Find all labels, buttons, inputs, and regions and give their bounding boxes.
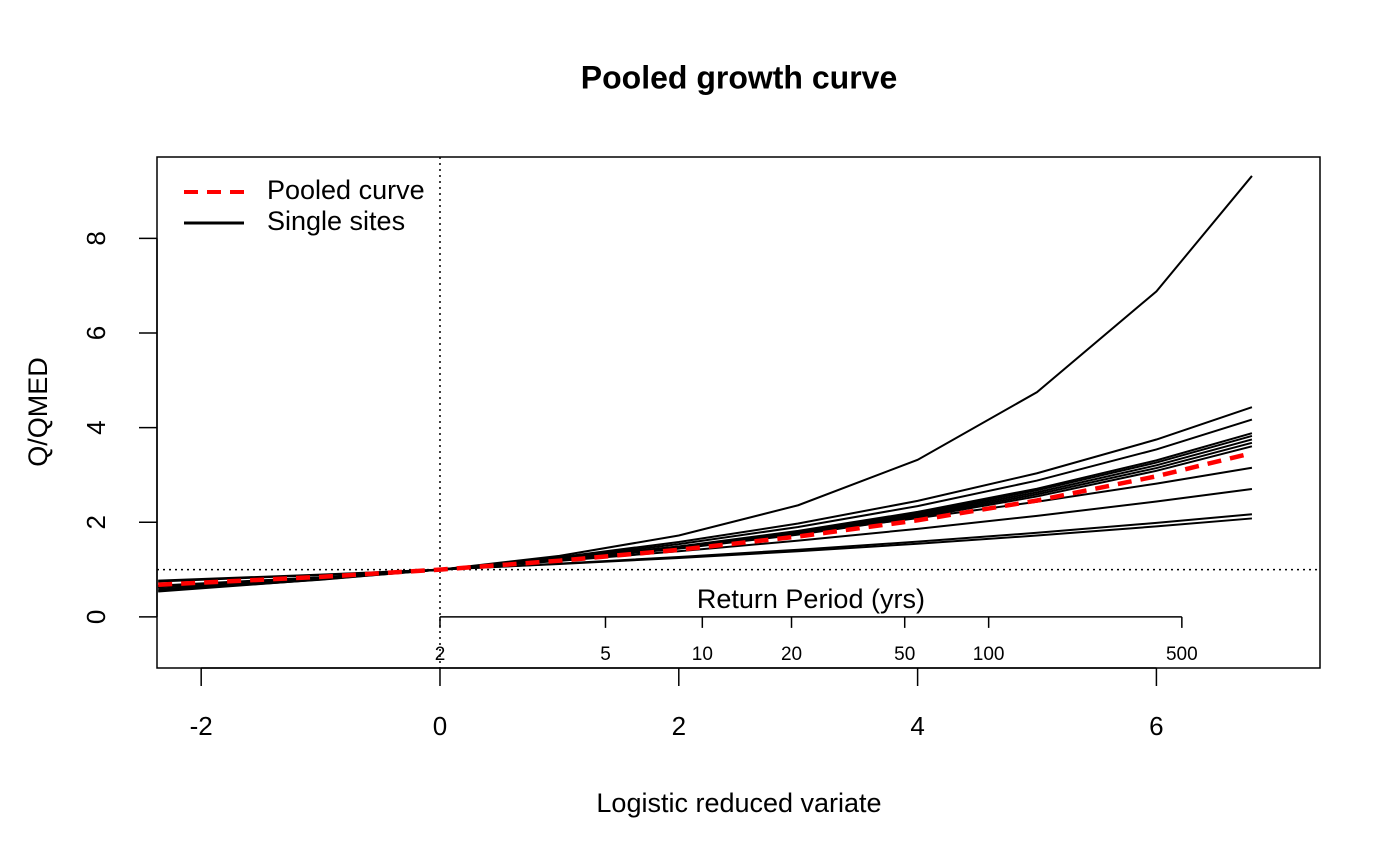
legend-label: Single sites <box>267 206 405 236</box>
y-tick-label: 4 <box>81 420 111 434</box>
return-period-tick-label: 2 <box>435 644 446 665</box>
site-line <box>158 466 1253 593</box>
pooled-line <box>158 450 1253 587</box>
x-tick-label: 2 <box>672 711 686 741</box>
site-line <box>158 513 1253 583</box>
x-tick-label: 0 <box>433 711 447 741</box>
site-line <box>158 517 1253 582</box>
chart-title: Pooled growth curve <box>581 59 897 95</box>
x-tick-label: 6 <box>1149 711 1163 741</box>
site-line <box>158 418 1253 591</box>
x-axis-label: Logistic reduced variate <box>596 788 881 818</box>
plot-area <box>157 157 1320 668</box>
site-line <box>158 441 1253 588</box>
return-period-label: Return Period (yrs) <box>697 584 925 614</box>
x-tick-label: -2 <box>190 711 213 741</box>
y-tick-label: 6 <box>81 326 111 340</box>
site-line <box>158 406 1253 592</box>
return-period-tick-label: 100 <box>973 644 1005 665</box>
y-tick-label: 0 <box>81 610 111 624</box>
site-line <box>158 175 1253 588</box>
return-period-tick-label: 5 <box>600 644 611 665</box>
site-line <box>158 438 1253 588</box>
legend-label: Pooled curve <box>267 175 425 205</box>
return-period-tick-label: 10 <box>692 644 713 665</box>
return-period-tick-label: 500 <box>1166 644 1198 665</box>
return-period-tick-label: 20 <box>781 644 802 665</box>
y-tick-label: 8 <box>81 231 111 245</box>
y-axis-label: Q/QMED <box>23 357 53 467</box>
site-line <box>158 487 1253 588</box>
y-tick-label: 2 <box>81 515 111 529</box>
x-tick-label: 4 <box>910 711 924 741</box>
return-period-tick-label: 50 <box>894 644 915 665</box>
